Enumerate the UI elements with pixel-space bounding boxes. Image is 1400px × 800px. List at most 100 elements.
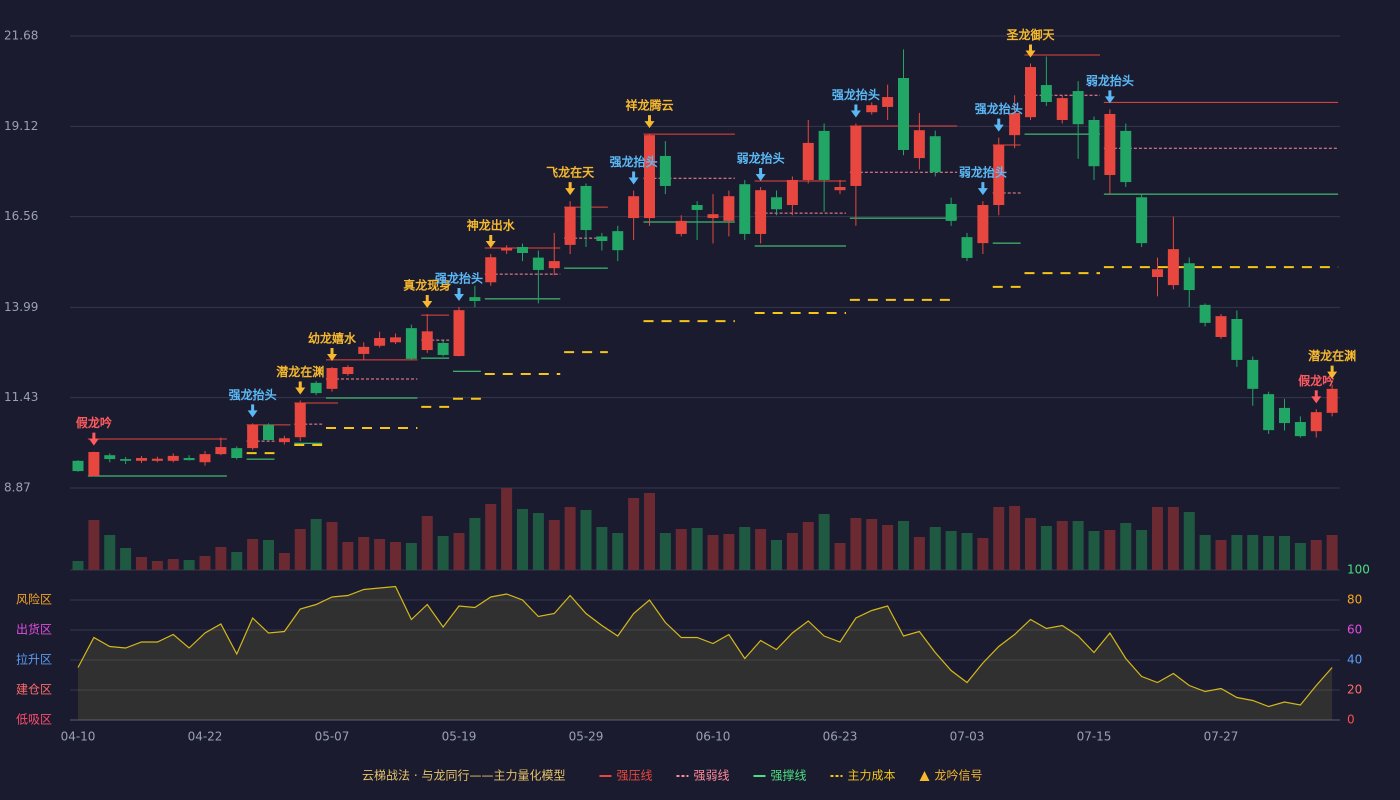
- candle-body: [532, 257, 544, 270]
- candle-body: [866, 105, 878, 113]
- volume-bar: [437, 536, 449, 570]
- candle-body: [453, 310, 465, 357]
- signal-arrow: [565, 182, 576, 196]
- candle-body: [278, 438, 290, 443]
- volume-bar: [1120, 523, 1132, 570]
- candle-body: [659, 155, 671, 186]
- volume-bar: [72, 561, 84, 570]
- volume-bar: [596, 527, 608, 570]
- y-tick-label: 80: [1347, 593, 1362, 607]
- volume-bar: [580, 510, 592, 570]
- x-tick-label: 05-19: [442, 730, 477, 744]
- candle-body: [802, 142, 814, 180]
- x-tick-label: 07-03: [950, 730, 985, 744]
- signal-arrow: [1327, 365, 1338, 379]
- candle-body: [104, 455, 116, 460]
- signal-arrow: [628, 171, 639, 185]
- candle-body: [628, 196, 640, 219]
- candle-body: [755, 190, 767, 234]
- candle-body: [136, 458, 147, 461]
- x-tick-label: 05-29: [569, 730, 604, 744]
- signal-label: 弱龙抬头: [1086, 73, 1134, 88]
- volume-bar: [866, 519, 878, 570]
- volume-bar: [993, 507, 1005, 570]
- candle-body: [1009, 112, 1021, 136]
- y-tick-label: 11.43: [4, 390, 38, 404]
- zone-label: 风险区: [16, 592, 52, 607]
- candle-body: [882, 97, 894, 107]
- volume-bar: [151, 561, 163, 570]
- signal-arrow: [993, 118, 1004, 132]
- signal-arrow: [1311, 390, 1322, 404]
- legend-label: 龙吟信号: [935, 768, 983, 783]
- y-tick-label: 100: [1347, 563, 1370, 577]
- volume-bar: [961, 533, 973, 570]
- volume-bar: [739, 527, 751, 570]
- candle-body: [834, 187, 846, 191]
- volume-bar: [707, 535, 719, 570]
- volume-bar: [1247, 535, 1259, 570]
- signal-label: 潜龙在渊: [1308, 348, 1356, 363]
- candle-body: [596, 236, 608, 242]
- candle-body: [1231, 318, 1243, 360]
- candle-body: [437, 342, 449, 355]
- candle-body: [342, 366, 354, 375]
- volume-bar: [771, 540, 782, 570]
- candle-body: [1152, 269, 1163, 277]
- signal-arrow: [1025, 44, 1036, 58]
- candle-body: [1072, 91, 1084, 125]
- signal-label: 强龙抬头: [610, 154, 658, 169]
- candle-body: [1215, 316, 1227, 337]
- zone-label: 拉升区: [16, 652, 52, 667]
- volume-bar: [882, 525, 894, 570]
- volume-bar: [755, 529, 767, 570]
- volume-bar: [342, 542, 354, 570]
- signal-label: 圣龙御天: [1005, 27, 1055, 42]
- legend-label: 强压线: [616, 769, 652, 783]
- volume-bar: [644, 493, 655, 570]
- zone-label: 出货区: [16, 622, 52, 637]
- signal-arrow: [1104, 90, 1115, 104]
- volume-bar: [517, 509, 528, 570]
- volume-bar: [120, 548, 132, 570]
- candle-body: [913, 130, 925, 159]
- volume-bar: [929, 527, 941, 570]
- signal-arrow: [755, 168, 766, 182]
- volume-bar: [1279, 536, 1290, 570]
- signal-label: 强龙抬头: [975, 101, 1023, 116]
- candle-body: [231, 448, 243, 459]
- volume-bar: [977, 538, 989, 570]
- volume-bar: [898, 521, 909, 570]
- volume-bar: [723, 534, 735, 570]
- volume-bar: [1136, 530, 1148, 570]
- volume-bar: [167, 559, 179, 570]
- candle-body: [374, 338, 386, 346]
- volume-bar: [247, 539, 259, 570]
- volume-bar: [1294, 543, 1306, 570]
- volume-bar: [231, 552, 243, 570]
- candle-body: [644, 135, 655, 219]
- signal-label: 神龙出水: [467, 218, 516, 233]
- candle-body: [247, 424, 259, 449]
- candle-body: [977, 205, 989, 244]
- signal-arrow: [485, 235, 496, 249]
- candle-body: [548, 261, 560, 269]
- volume-bar: [294, 529, 306, 570]
- candle-body: [326, 368, 338, 389]
- candle-body: [1310, 412, 1322, 432]
- candle-body: [929, 136, 941, 173]
- candle-body: [945, 203, 957, 221]
- volume-bar: [1104, 530, 1116, 570]
- candle-body: [723, 196, 735, 221]
- volume-bar: [1009, 506, 1021, 570]
- candle-body: [961, 237, 973, 258]
- legend-label: 强弱线: [693, 769, 729, 783]
- y-tick-label: 0: [1347, 713, 1355, 727]
- candle-body: [310, 382, 322, 394]
- candle-body: [675, 220, 687, 234]
- volume-bar: [1310, 540, 1322, 570]
- volume-bar: [786, 533, 798, 570]
- candle-body: [786, 179, 798, 206]
